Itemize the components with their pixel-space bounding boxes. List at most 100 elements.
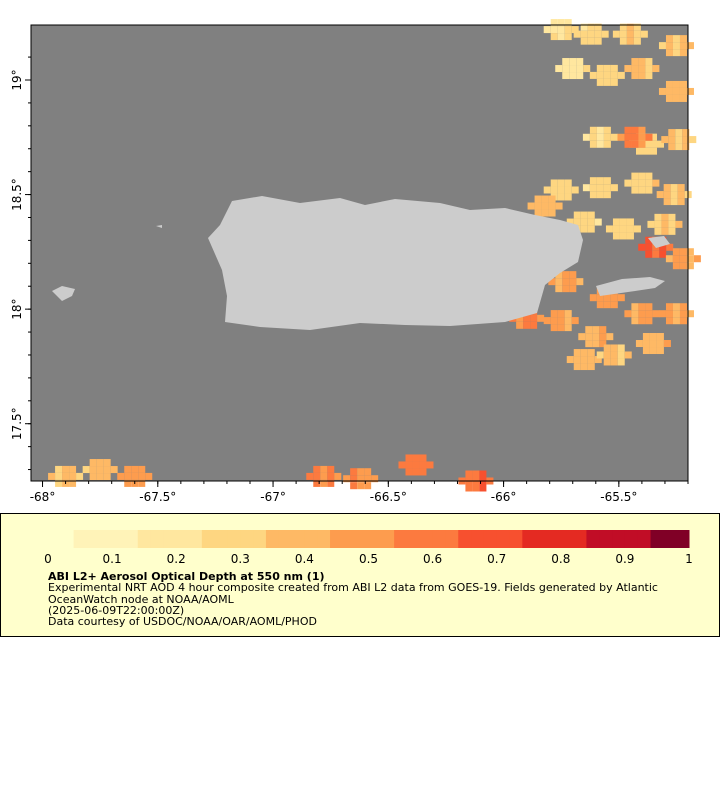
aod-cell (587, 30, 595, 38)
colorbar-cell (573, 530, 587, 548)
aod-cell (589, 191, 597, 199)
aod-cell (548, 209, 556, 217)
aod-cell (587, 211, 595, 219)
aod-cell (580, 211, 588, 219)
aod-cell (617, 294, 625, 302)
aod-cell (665, 303, 673, 311)
aod-cell (640, 30, 648, 38)
aod-cell (619, 218, 627, 226)
aod-cell (350, 482, 358, 490)
aod-cell (672, 310, 680, 318)
aod-cell (670, 184, 678, 192)
aod-cell (145, 472, 153, 480)
aod-cell (679, 262, 687, 270)
aod-cell (596, 133, 604, 141)
aod-cell (103, 459, 111, 467)
aod-cell (48, 472, 56, 480)
aod-cell (327, 472, 335, 480)
colorbar-cell (432, 530, 446, 548)
aod-cell (672, 49, 680, 57)
aod-cell (327, 479, 335, 487)
aod-cell (610, 301, 618, 309)
aod-cell (138, 465, 146, 473)
aod-cell (96, 466, 104, 474)
aod-cell (654, 213, 662, 221)
aod-cell (679, 303, 687, 311)
colorbar-cell (355, 530, 369, 548)
aod-cell (82, 466, 90, 474)
aod-cell (672, 262, 680, 270)
aod-cell (672, 35, 680, 43)
aod-cell (364, 475, 372, 483)
aod-cell (665, 317, 673, 325)
aod-cell (612, 218, 620, 226)
aod-cell (610, 344, 618, 352)
aod-cell (138, 479, 146, 487)
aod-cell (371, 475, 379, 483)
aod-cell (663, 184, 671, 192)
aod-cell (633, 30, 641, 38)
aod-cell (679, 87, 687, 95)
aod-cell (603, 301, 611, 309)
aod-cell (631, 172, 639, 180)
aod-cell (592, 340, 600, 348)
aod-cell (675, 136, 683, 144)
colorbar-cell (612, 530, 626, 548)
aod-cell (479, 470, 487, 478)
aod-cell (631, 58, 639, 66)
colorbar-cell (163, 530, 177, 548)
aod-cell (516, 321, 524, 329)
aod-cell (645, 250, 653, 258)
aod-cell (686, 248, 694, 256)
aod-cell (645, 303, 653, 311)
aod-cell (580, 218, 588, 226)
aod-cell (562, 58, 570, 66)
aod-cell (550, 186, 558, 194)
aod-cell (534, 209, 542, 217)
aod-cell (610, 78, 618, 86)
aod-cell (573, 356, 581, 364)
aod-cell (670, 198, 678, 206)
aod-cell (679, 317, 687, 325)
aod-cell (569, 58, 577, 66)
colorbar-label: 0.6 (423, 552, 442, 566)
aod-cell (631, 317, 639, 325)
aod-cell (672, 80, 680, 88)
aod-cell (313, 472, 321, 480)
aod-cell (603, 191, 611, 199)
aod-cell (645, 179, 653, 187)
aod-cell (645, 243, 653, 251)
aod-cell (530, 314, 538, 322)
aod-cell (682, 143, 690, 151)
aod-cell (124, 472, 132, 480)
aod-cell (537, 314, 545, 322)
aod-map[interactable]: -68° -67.5° -67° -66.5° -66° -65.5° 17.5°18°1… (0, 0, 720, 510)
aod-cell (541, 202, 549, 210)
aod-cell (585, 340, 593, 348)
colorbar-cell (663, 530, 677, 548)
aod-cell (62, 465, 70, 473)
aod-cell (624, 126, 632, 134)
aod-cell (350, 475, 358, 483)
aod-cell (610, 71, 618, 79)
aod-cell (557, 33, 565, 41)
aod-cell (596, 294, 604, 302)
aod-cell (603, 184, 611, 192)
colorbar-cell (406, 530, 421, 548)
aod-cell (557, 19, 565, 27)
aod-cell (596, 78, 604, 86)
aod-cell (675, 220, 683, 228)
aod-cell (665, 310, 673, 318)
aod-cell (412, 461, 420, 469)
aod-cell (580, 37, 588, 45)
aod-cell (656, 191, 664, 199)
aod-cell (626, 30, 634, 38)
colorbar-cell (176, 530, 190, 548)
aod-cell (592, 333, 600, 341)
aod-cell (631, 303, 639, 311)
aod-cell (624, 179, 632, 187)
aod-cell (569, 271, 577, 279)
aod-cell (642, 347, 650, 355)
culebra-island (648, 236, 670, 248)
colorbar-label: 0.5 (359, 552, 378, 566)
